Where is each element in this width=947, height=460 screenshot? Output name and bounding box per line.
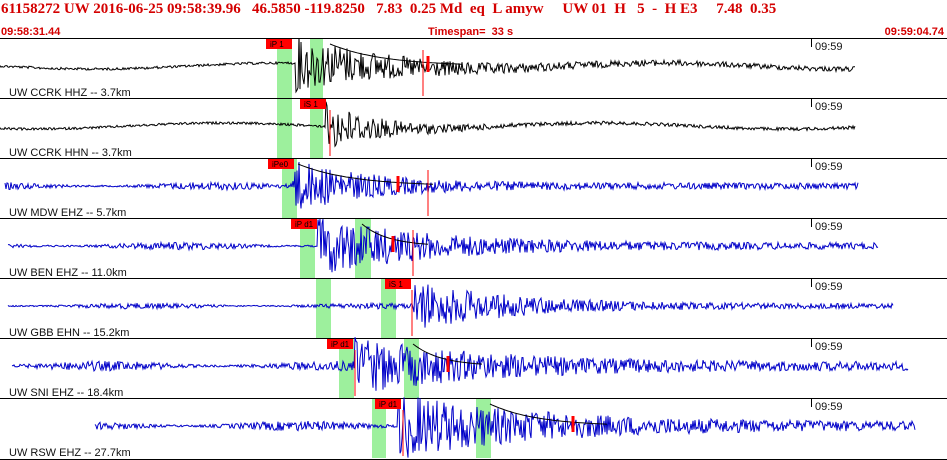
pick-window[interactable] — [310, 99, 323, 158]
pick-flag[interactable] — [375, 399, 401, 409]
coda-curve — [489, 403, 608, 425]
pick-flag[interactable] — [327, 339, 353, 349]
trace-panel[interactable]: iP 1 09:59 UW CCRK HHZ -- 3.7km — [0, 38, 947, 99]
pick-flag[interactable] — [291, 219, 317, 229]
trace-panel[interactable]: iP d1 09:59 UW RSW EHZ -- 27.7km — [0, 397, 947, 459]
pick-window[interactable] — [339, 339, 354, 398]
station-label: UW CCRK HHZ -- 3.7km — [9, 87, 131, 99]
time-tick-label: 09:59 — [815, 341, 843, 353]
waveform — [94, 397, 916, 458]
time-tick-label: 09:59 — [815, 401, 843, 413]
pick-flag-label: iS 1 — [304, 100, 318, 109]
pick-window[interactable] — [282, 159, 297, 218]
pick-flag-label: iP 1 — [270, 40, 284, 49]
coda-curve — [329, 43, 463, 65]
trace-panel[interactable]: iP d1 09:59 UW SNI EHZ -- 18.4km — [0, 337, 947, 399]
event-header: 61158272 UW 2016-06-25 09:58:39.96 46.58… — [0, 0, 947, 26]
waveform — [11, 337, 909, 391]
time-tick-label: 09:59 — [815, 161, 843, 173]
time-tick-label: 09:59 — [815, 101, 843, 113]
window-start-time: 09:58:31.44 — [1, 26, 61, 38]
trace-panel[interactable]: iS 1 09:59 UW GBB EHN -- 15.2km — [0, 278, 947, 340]
pick-flag-label: iS 1 — [389, 280, 403, 289]
window-end-time: 09:59:04.74 — [884, 26, 944, 38]
pick-window[interactable] — [316, 279, 331, 338]
time-tick-label: 09:59 — [815, 281, 843, 293]
time-tick-label: 09:59 — [815, 221, 843, 233]
pick-flag-label: iP d1 — [379, 400, 398, 409]
pick-window[interactable] — [277, 99, 292, 158]
coda-curve — [361, 223, 429, 245]
waveform — [7, 284, 894, 328]
event-summary-title: 61158272 UW 2016-06-25 09:58:39.96 46.58… — [1, 1, 777, 17]
pick-flag-label: iP d1 — [295, 220, 314, 229]
station-label: UW RSW EHZ -- 27.7km — [9, 447, 131, 459]
trace-panel[interactable]: iS 1 09:59 UW CCRK HHN -- 3.7km — [0, 98, 947, 160]
pick-flag[interactable] — [266, 39, 292, 49]
pick-flag[interactable] — [268, 159, 294, 169]
waveform — [4, 161, 859, 209]
station-label: UW GBB EHN -- 15.2km — [9, 327, 129, 339]
waveform — [7, 218, 879, 273]
pick-flag-label: iP d1 — [331, 340, 350, 349]
waveform-traces[interactable]: iP 1 09:59 UW CCRK HHZ -- 3.7km iS 1 09:59 UW… — [0, 38, 947, 460]
pick-window[interactable] — [300, 219, 315, 278]
pick-flag[interactable] — [300, 99, 326, 109]
waveform — [0, 101, 856, 148]
station-label: UW MDW EHZ -- 5.7km — [9, 207, 126, 219]
trace-panel[interactable]: iPe0 09:59 UW MDW EHZ -- 5.7km — [0, 158, 947, 220]
coda-curve — [297, 163, 434, 185]
trace-panel[interactable]: iP d1 09:59 UW BEN EHZ -- 11.0km — [0, 218, 947, 280]
station-label: UW BEN EHZ -- 11.0km — [9, 267, 127, 279]
time-tick-label: 09:59 — [815, 41, 843, 53]
pick-flag-label: iPe0 — [272, 160, 289, 169]
pick-window[interactable] — [277, 39, 292, 98]
station-label: UW SNI EHZ -- 18.4km — [9, 387, 123, 399]
timespan-label: Timespan= 33 s — [428, 26, 514, 38]
pick-flag[interactable] — [385, 279, 411, 289]
pick-window[interactable] — [372, 399, 386, 458]
station-label: UW CCRK HHN -- 3.7km — [9, 147, 132, 159]
pick-window[interactable] — [381, 279, 396, 338]
